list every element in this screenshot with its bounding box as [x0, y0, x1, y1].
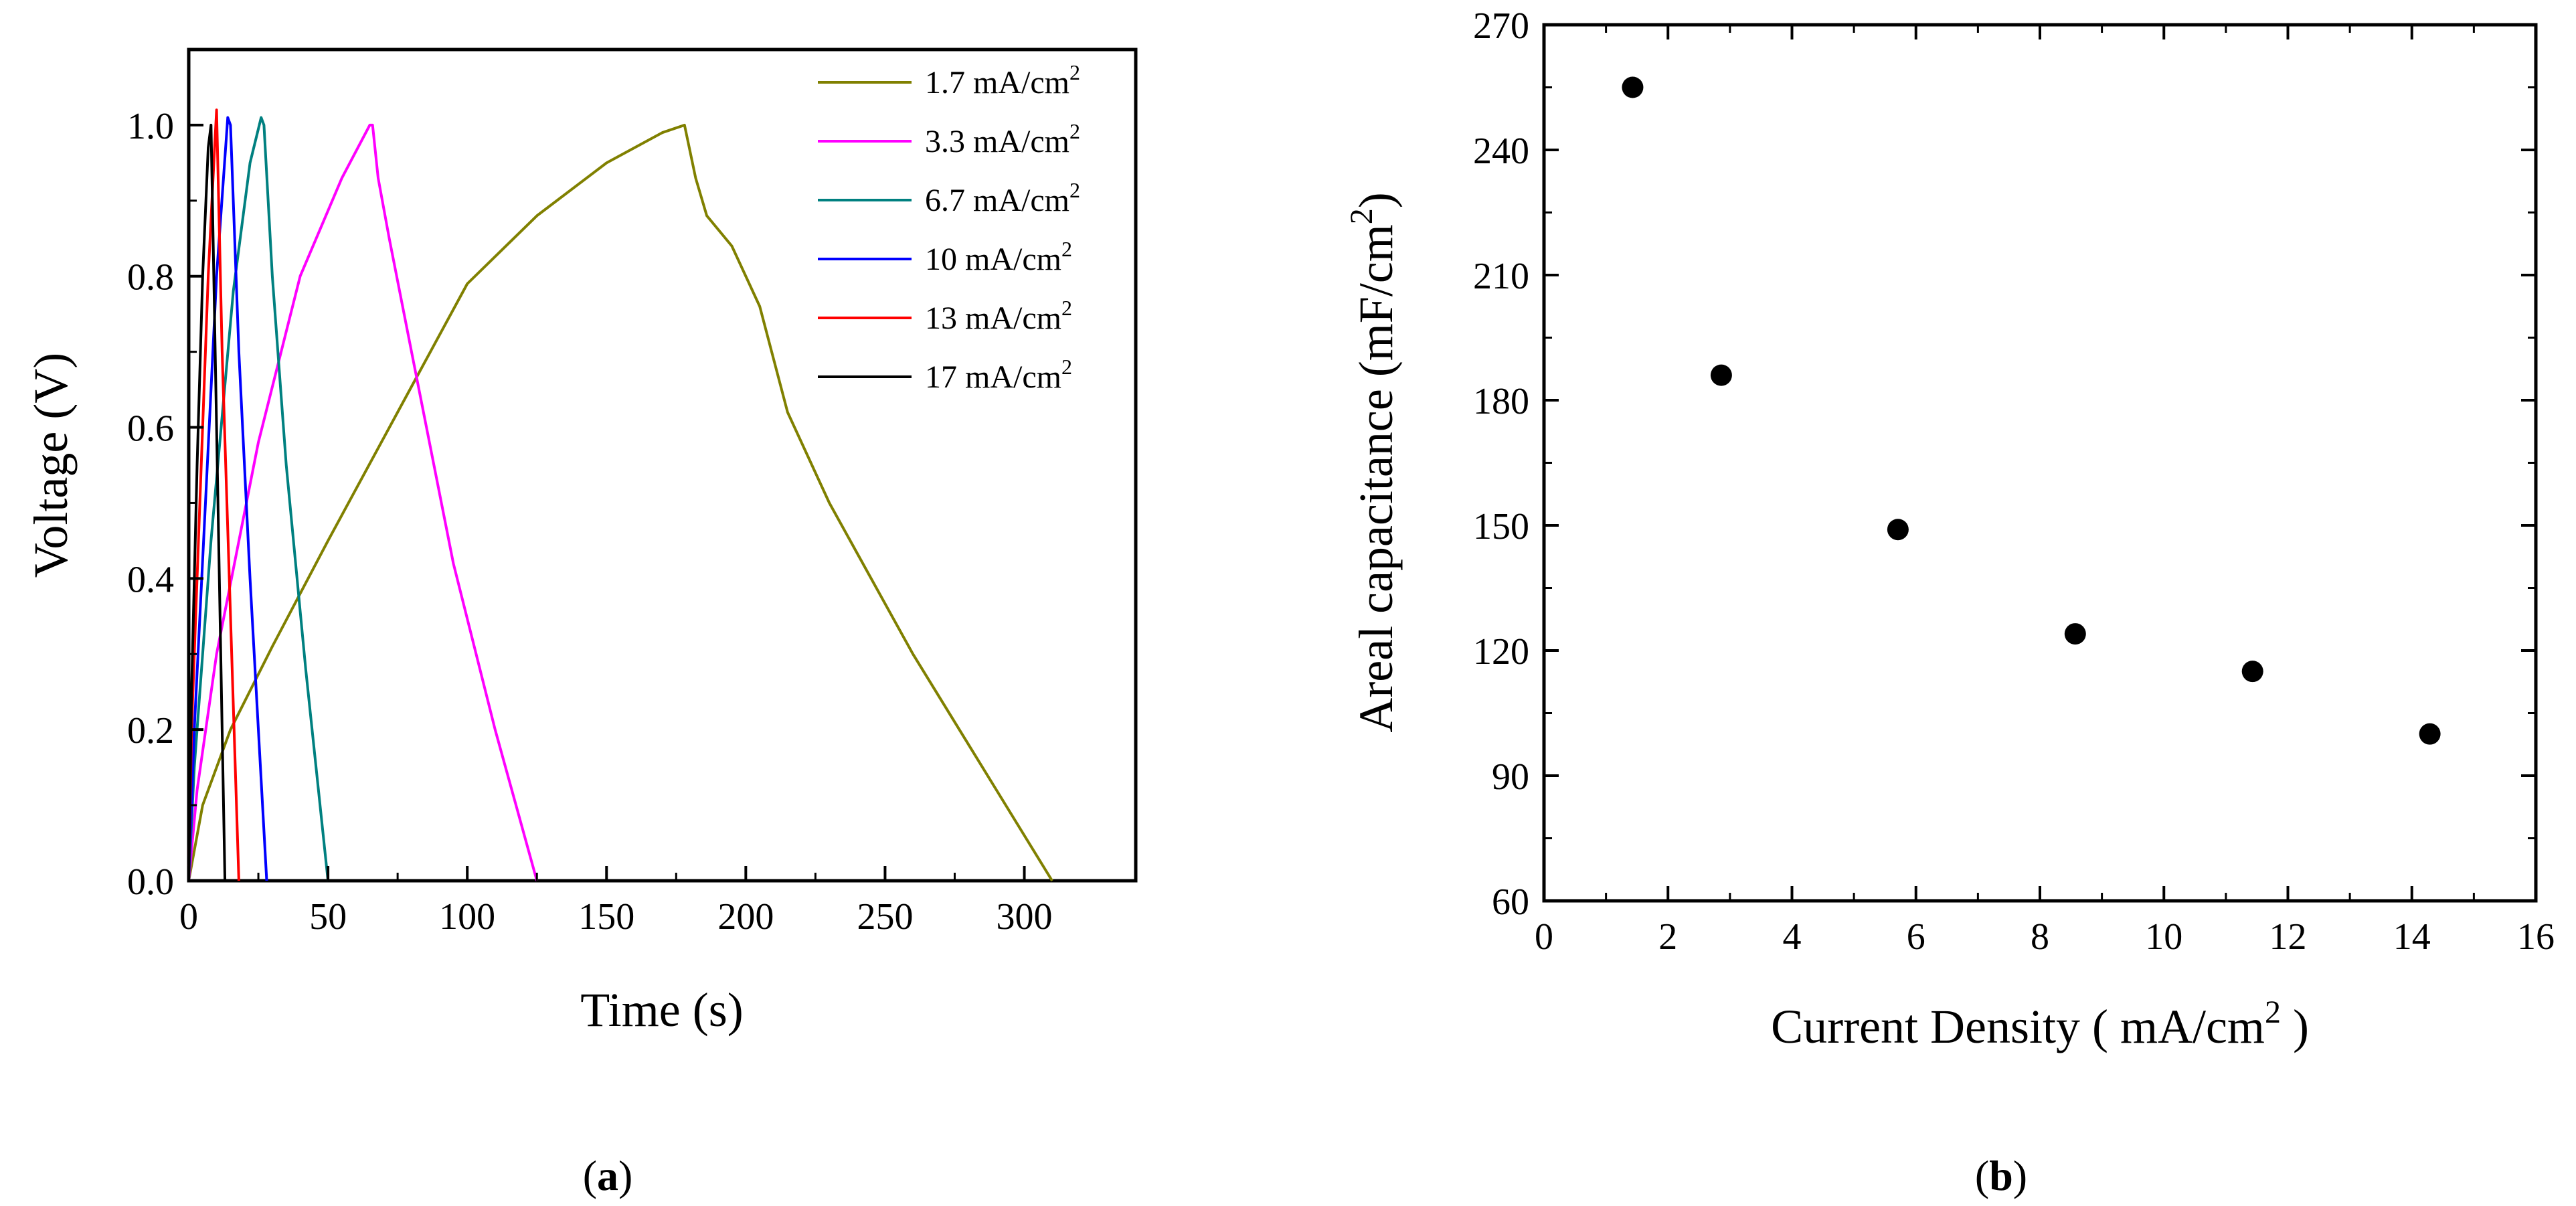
legend-label-text-4: 13 mA/cm	[925, 300, 1061, 336]
panel-b-points-group	[1622, 76, 2441, 745]
x-tick-label-4: 200	[717, 896, 774, 938]
y-tick-label-2: 120	[1473, 631, 1529, 673]
y-tick-label-0: 60	[1492, 881, 1529, 923]
legend-label-text-3: 10 mA/cm	[925, 242, 1061, 277]
y-tick-label-7: 270	[1473, 5, 1529, 47]
panel-a-series-group	[187, 108, 1053, 882]
panel-a-y-axis-title: Voltage (V)	[24, 353, 78, 578]
legend-label-text-5: 17 mA/cm	[925, 359, 1061, 395]
panel-a-plot-frame	[187, 48, 1138, 883]
legend-label-sup-1: 2	[1069, 119, 1080, 143]
x-tick-label-0: 0	[179, 896, 198, 938]
legend-label-sup-3: 2	[1061, 237, 1072, 261]
y-tick-label-4: 180	[1473, 381, 1529, 422]
panel-a-ticks-group: 0 50 100 150 200 250 300 0.0 0.2 0.4 0.6 0.8 1.0	[127, 106, 1053, 938]
panel-a-label: (a)	[583, 1152, 633, 1199]
panel-b-x-axis-title-sup: 2	[2265, 995, 2281, 1030]
panel-a-x-axis-title: Time (s)	[580, 983, 743, 1037]
x-tick-label-2: 4	[1783, 916, 1802, 958]
legend-label-text-0: 1.7 mA/cm	[925, 65, 1069, 100]
series-line-5	[187, 123, 227, 881]
panel-a-label-letter: a	[597, 1152, 618, 1199]
legend-label-2: 6.7 mA/cm2	[925, 178, 1080, 218]
x-tick-label-4: 8	[2031, 916, 2049, 958]
series-line-2	[187, 116, 330, 881]
x-tick-label-7: 14	[2393, 916, 2431, 958]
data-point-5	[2419, 723, 2441, 745]
y-tick-label-3: 150	[1473, 506, 1529, 547]
y-tick-label-2: 0.4	[127, 559, 174, 600]
panel-b-plot-frame	[1542, 23, 2538, 903]
legend-label-4: 13 mA/cm2	[925, 296, 1072, 336]
x-tick-label-1: 50	[309, 896, 347, 938]
panel-a-voltage-chart: 0 50 100 150 200 250 300 0.0 0.2 0.4 0.6 0.8 1.0 1.7…	[24, 48, 1138, 1199]
panel-b-y-axis-title-sup: 2	[1344, 208, 1379, 224]
x-tick-label-5: 10	[2145, 916, 2182, 958]
y-tick-label-6: 240	[1473, 131, 1529, 172]
legend-label-sup-4: 2	[1061, 296, 1072, 320]
series-line-1	[187, 123, 539, 881]
legend-label-text-1: 3.3 mA/cm	[925, 124, 1069, 159]
x-tick-label-2: 100	[439, 896, 495, 938]
data-point-1	[1710, 364, 1732, 386]
legend-label-1: 3.3 mA/cm2	[925, 119, 1080, 159]
panel-b-ticks-group: 0 2 4 6 8 10 12 14 16 60 90 120 150 180 210 240 270	[1473, 5, 2555, 958]
y-tick-label-5: 1.0	[127, 106, 174, 147]
y-tick-label-3: 0.6	[127, 408, 174, 450]
x-tick-label-6: 12	[2269, 916, 2307, 958]
x-tick-label-6: 300	[997, 896, 1053, 938]
legend-label-5: 17 mA/cm2	[925, 355, 1072, 395]
series-line-3	[187, 116, 268, 881]
y-tick-label-0: 0.0	[127, 861, 174, 903]
y-tick-label-4: 0.8	[127, 257, 174, 298]
x-tick-label-3: 150	[578, 896, 634, 938]
panel-b-y-axis-title-end: )	[1349, 192, 1403, 208]
x-tick-label-1: 2	[1658, 916, 1677, 958]
legend-label-0: 1.7 mA/cm2	[925, 60, 1080, 100]
legend-label-sup-5: 2	[1061, 355, 1072, 379]
x-tick-label-8: 16	[2517, 916, 2555, 958]
panel-b-x-axis-title-end: )	[2281, 1000, 2309, 1053]
data-point-0	[1622, 76, 1644, 98]
y-tick-label-1: 90	[1492, 756, 1529, 798]
y-tick-label-5: 210	[1473, 256, 1529, 297]
x-tick-label-0: 0	[1535, 916, 1553, 958]
panel-b-x-axis-title: Current Density ( mA/cm2 )	[1771, 995, 2309, 1053]
legend-label-3: 10 mA/cm2	[925, 237, 1072, 277]
panel-b-label-letter: b	[1989, 1152, 2013, 1199]
legend-label-sup-2: 2	[1069, 178, 1080, 202]
data-point-3	[2064, 623, 2086, 645]
x-tick-label-3: 6	[1907, 916, 1925, 958]
panel-b-capacitance-chart: 0 2 4 6 8 10 12 14 16 60 90 120 150 180 210 240 270 Curr…	[1344, 5, 2555, 1199]
panel-b-y-axis-title-main: Areal capacitance (mF/cm	[1349, 224, 1403, 733]
data-point-2	[1887, 519, 1909, 541]
panel-b-x-axis-title-main: Current Density ( mA/cm	[1771, 1000, 2265, 1053]
legend-label-text-2: 6.7 mA/cm	[925, 183, 1069, 218]
series-line-0	[187, 123, 1053, 882]
panel-b-y-axis-title: Areal capacitance (mF/cm2)	[1344, 192, 1403, 733]
data-point-4	[2241, 661, 2263, 683]
x-tick-label-5: 250	[857, 896, 913, 938]
y-tick-label-1: 0.2	[127, 710, 174, 752]
panel-b-label: (b)	[1975, 1152, 2027, 1199]
legend-label-sup-0: 2	[1069, 60, 1080, 84]
